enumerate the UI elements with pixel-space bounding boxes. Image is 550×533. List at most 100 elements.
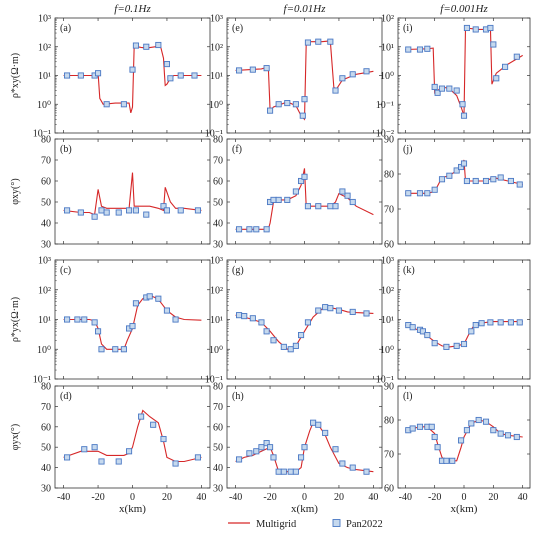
y-tick-label: 10¹ <box>210 71 223 82</box>
series-point-pan2022 <box>349 71 356 78</box>
panel-frame <box>226 385 383 489</box>
series-point-pan2022 <box>98 346 105 353</box>
y-tick-label: 70 <box>384 205 394 216</box>
series-point-pan2022 <box>446 85 453 92</box>
y-tick-label: 80 <box>213 135 223 146</box>
series-point-pan2022 <box>516 319 523 326</box>
panel-letter: (e) <box>232 23 243 34</box>
series-point-pan2022 <box>275 196 282 203</box>
series-point-pan2022 <box>64 207 71 214</box>
y-tick-label: 70 <box>384 450 394 461</box>
series-point-pan2022 <box>460 160 468 167</box>
series-point-pan2022 <box>472 322 479 329</box>
series-point-pan2022 <box>263 328 270 335</box>
series-point-pan2022 <box>64 454 71 461</box>
y-tick-label: 10⁻² <box>376 129 394 140</box>
y-tick-label: 50 <box>41 198 51 209</box>
panel-b: 30 40 50 60 70 80 φxy(°) (b) <box>10 135 211 251</box>
series-point-pan2022 <box>81 316 88 323</box>
series-point-pan2022 <box>194 454 201 461</box>
x-axis-label: x(km) <box>451 503 478 515</box>
y-tick-label: 10⁻¹ <box>376 375 394 386</box>
series-point-pan2022 <box>459 101 466 108</box>
panel-e: 10⁻¹ 10⁰ 10¹ 10² 10³ (e) <box>205 14 383 140</box>
series-point-pan2022 <box>482 177 490 185</box>
x-tick-label: -40 <box>399 492 412 503</box>
column-title: f=0.01Hz <box>284 3 327 15</box>
panel-i: 10⁻² 10⁻¹ 10⁰ 10¹ 10² (i) <box>376 14 531 140</box>
y-tick-label: 10⁻¹ <box>205 375 223 386</box>
y-tick-label: 10⁻¹ <box>33 375 51 386</box>
y-tick-label: 70 <box>41 402 51 413</box>
series-point-pan2022 <box>177 72 184 79</box>
series-point-pan2022 <box>138 413 145 420</box>
series-point-pan2022 <box>191 72 198 79</box>
x-tick-label: 0 <box>462 492 467 503</box>
series-point-pan2022 <box>172 316 179 323</box>
series-point-pan2022 <box>115 458 122 465</box>
x-axis-labels: x(km) x(km) x(km) <box>119 503 478 515</box>
series-point-pan2022 <box>416 46 424 53</box>
series-point-pan2022 <box>284 196 291 203</box>
series-point-pan2022 <box>129 66 136 73</box>
series-point-pan2022 <box>497 174 504 181</box>
series-point-pan2022 <box>416 190 424 197</box>
y-tick-label: 10³ <box>38 14 51 25</box>
series-point-pan2022 <box>315 421 322 428</box>
series-point-pan2022 <box>301 444 308 451</box>
series-point-pan2022 <box>339 460 346 467</box>
x-axis-label: x(km) <box>291 503 318 515</box>
x-tick-label: 40 <box>368 492 378 503</box>
y-tick-label: 80 <box>384 170 394 181</box>
series-point-pan2022 <box>363 68 370 75</box>
panel-letter: (a) <box>60 23 71 34</box>
x-tick-label: -20 <box>428 492 441 503</box>
series-point-pan2022 <box>516 181 523 188</box>
series-point-pan2022 <box>236 456 243 463</box>
x-tick-label: 40 <box>196 492 206 503</box>
y-tick-label: 10⁰ <box>380 71 394 82</box>
y-tick-label: 40 <box>41 219 51 230</box>
series-point-pan2022 <box>155 41 162 49</box>
series-point-pan2022 <box>497 319 504 326</box>
series-point-pan2022 <box>315 307 322 314</box>
series-point-pan2022 <box>275 468 282 475</box>
series-point-pan2022 <box>98 207 105 214</box>
series-point-pan2022 <box>275 101 282 108</box>
series-point-pan2022 <box>258 444 265 451</box>
legend: Multigrid Pan2022 <box>228 519 383 530</box>
series-point-pan2022 <box>332 203 339 210</box>
y-axis-label: ρ*yx(Ω·m) <box>10 297 21 342</box>
y-tick-label: 10¹ <box>210 315 223 326</box>
panels: 10⁻¹10⁰10¹10²10³ρ*xy(Ω·m)(a)10⁻¹10⁰10¹10… <box>10 14 531 503</box>
series-point-pan2022 <box>409 324 416 331</box>
column-titles: f=0.1Hz f=0.01Hz f=0.001Hz <box>114 3 488 15</box>
series-point-pan2022 <box>449 457 456 464</box>
series-point-pan2022 <box>246 226 253 233</box>
series-point-pan2022 <box>493 75 500 82</box>
series-point-pan2022 <box>98 458 105 465</box>
series-point-pan2022 <box>463 427 470 434</box>
series-point-pan2022 <box>453 167 460 174</box>
panel-a: 10⁻¹ 10⁰ 10¹ 10² 10³ ρ*xy(Ω·m) (a) <box>10 14 211 140</box>
panel-letter: (j) <box>403 144 412 155</box>
series-point-pan2022 <box>64 316 71 323</box>
y-tick-label: 10¹ <box>381 42 394 53</box>
series-point-pan2022 <box>292 468 299 475</box>
x-tick-label: 0 <box>130 492 135 503</box>
series-point-pan2022 <box>77 209 84 216</box>
series-point-pan2022 <box>502 63 509 70</box>
series-point-pan2022 <box>126 448 133 455</box>
y-axis-label: ρ*xy(Ω·m) <box>10 53 21 98</box>
series-point-pan2022 <box>64 72 71 79</box>
series-point-pan2022 <box>507 319 514 326</box>
y-tick-label: 90 <box>384 382 394 393</box>
series-point-pan2022 <box>103 101 110 108</box>
y-tick-label: 60 <box>384 240 394 251</box>
series-point-pan2022 <box>310 419 317 426</box>
y-tick-label: 80 <box>41 382 51 393</box>
series-point-pan2022 <box>443 457 450 464</box>
series-point-pan2022 <box>120 101 127 108</box>
panel-j: 60 70 80 90 (j) <box>384 135 531 251</box>
series-point-pan2022 <box>270 454 277 461</box>
